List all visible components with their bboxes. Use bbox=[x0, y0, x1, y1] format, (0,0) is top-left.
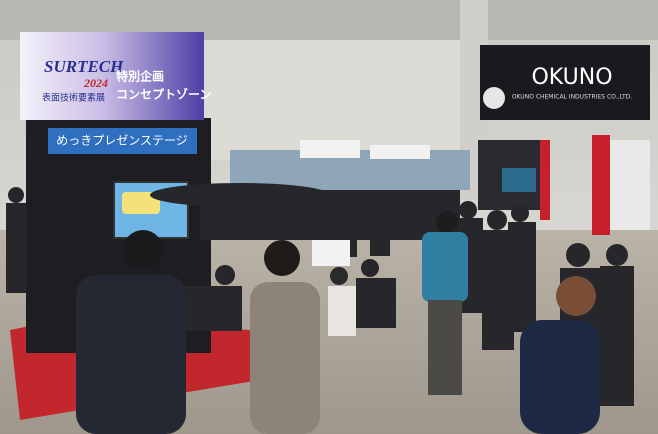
brand: SURTECH bbox=[44, 57, 124, 76]
screen-content bbox=[122, 192, 160, 214]
year: 2024 bbox=[83, 76, 108, 90]
red-pillar bbox=[592, 135, 610, 235]
foreground-people bbox=[76, 211, 600, 434]
booth-monitor bbox=[502, 168, 536, 192]
easel-board bbox=[312, 240, 350, 266]
far-sign bbox=[370, 145, 430, 159]
booth-panel bbox=[610, 140, 650, 230]
far-sign bbox=[300, 140, 360, 158]
okuno-company: OKUNO CHEMICAL INDUSTRIES CO.,LTD. bbox=[512, 94, 632, 101]
stage-banner bbox=[48, 128, 197, 154]
zone-line2: コンセプトゾーン bbox=[116, 87, 211, 102]
surtech-sign bbox=[20, 32, 204, 120]
okuno-sign bbox=[480, 45, 650, 120]
okuno-logo bbox=[483, 87, 505, 109]
stage-title: めっきプレゼンステージ bbox=[56, 134, 188, 148]
red-pillar bbox=[540, 140, 550, 220]
subtitle: 表面技術要素展 bbox=[42, 92, 105, 104]
zone-line1: 特別企画 bbox=[116, 69, 164, 84]
okuno-name: OKUNO bbox=[531, 65, 612, 90]
